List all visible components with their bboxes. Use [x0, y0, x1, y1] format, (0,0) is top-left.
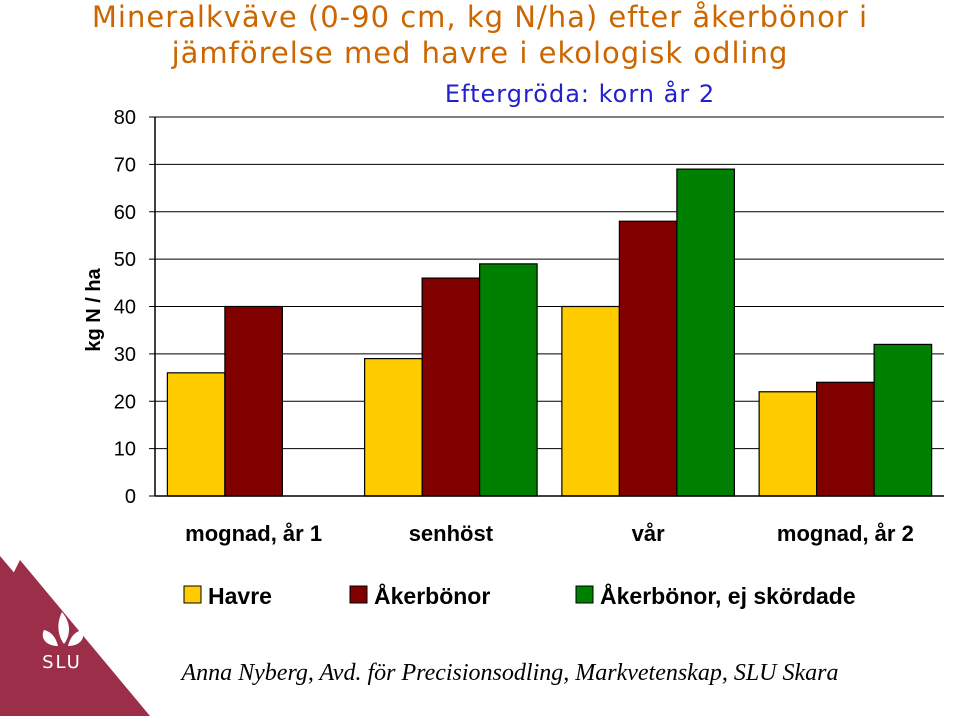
bar [873, 343, 933, 497]
y-tick-label: 70 [114, 154, 136, 176]
y-axis-label: kg N / ha [83, 267, 105, 351]
bar [166, 372, 226, 497]
bar [618, 220, 678, 497]
legend-label: Åkerbönor [374, 582, 490, 609]
legend-swatch [349, 585, 368, 604]
bar [816, 381, 875, 497]
y-tick-label: 0 [125, 486, 136, 508]
y-tick-label: 10 [114, 439, 136, 461]
x-tick-label: senhöst [409, 521, 494, 546]
bars [166, 168, 933, 497]
bar [676, 168, 735, 497]
legend-label: Åkerbönor, ej skördade [600, 582, 856, 609]
x-tick-label: vår [632, 521, 665, 546]
y-tick-label: 30 [114, 344, 136, 366]
bar [561, 305, 620, 497]
bar [364, 358, 423, 497]
y-tick-labels: 0 10 20 30 40 50 60 70 80 [114, 107, 136, 508]
y-tick-label: 60 [114, 202, 136, 224]
legend-swatch [575, 585, 594, 604]
slu-logo-text: SLU [42, 652, 82, 673]
chart-title-line-2: jämförelse med havre i ekologisk odling [171, 36, 789, 70]
bar [224, 305, 283, 497]
leaf-icon [42, 612, 84, 646]
chart-subtitle: Eftergröda: korn år 2 [444, 80, 716, 108]
x-tick-label: mognad, år 1 [185, 521, 322, 546]
bar [421, 277, 481, 497]
bar [479, 263, 538, 497]
chart-title-line-1: Mineralkväve (0-90 cm, kg N/ha) efter åk… [91, 0, 869, 34]
legend: Havre Åkerbönor Åkerbönor, ej skördade [183, 582, 856, 609]
author-footer: Anna Nyberg, Avd. för Precisionsodling, … [181, 660, 839, 686]
y-tick-label: 40 [114, 297, 136, 319]
bar [758, 391, 818, 497]
legend-swatch [183, 585, 202, 604]
legend-label: Havre [208, 583, 272, 609]
x-tick-label: mognad, år 2 [777, 521, 914, 546]
axes [149, 116, 944, 497]
y-tick-label: 20 [114, 391, 136, 413]
slu-logo: SLU [0, 556, 150, 716]
x-tick-labels: mognad, år 1 senhöst vår mognad, år 2 [185, 521, 914, 546]
y-tick-label: 80 [114, 107, 136, 129]
y-tick-label: 50 [114, 249, 136, 271]
